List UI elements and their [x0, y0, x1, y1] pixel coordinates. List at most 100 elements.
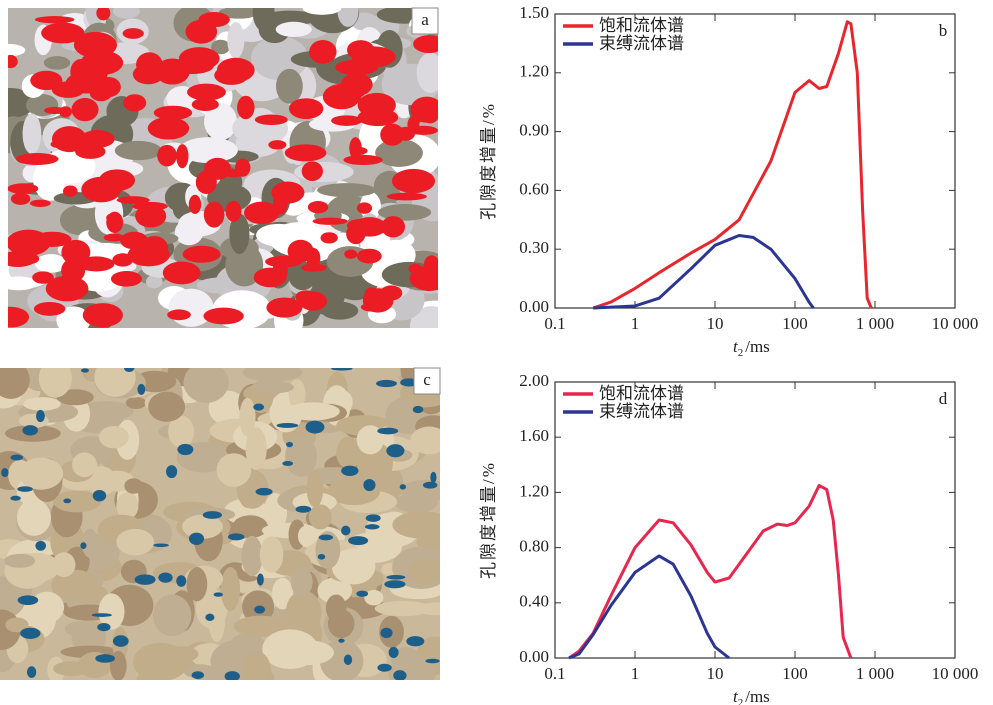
grain [34, 254, 68, 273]
y-tick-label: 0.00 [519, 647, 549, 666]
pore [317, 553, 326, 560]
pore [425, 658, 440, 664]
x-axis-label: t2/ms [733, 687, 770, 705]
panel-label: c [423, 370, 431, 389]
grain [183, 368, 229, 403]
pore [202, 511, 223, 519]
y-axis-label: 孔隙度增量/% [479, 461, 498, 579]
pore [29, 199, 51, 208]
panel-label: a [421, 10, 429, 29]
pore [343, 654, 353, 666]
grain [204, 102, 238, 141]
x-tick-label: 1 [631, 314, 640, 333]
grain [290, 567, 313, 597]
grain [124, 478, 143, 494]
grain [182, 514, 223, 539]
x-tick-label: 10 [707, 314, 724, 333]
pore [123, 94, 147, 112]
pore [364, 287, 380, 301]
pore [44, 106, 66, 115]
grain [317, 577, 353, 604]
pore [92, 489, 107, 502]
grain [29, 591, 65, 624]
grain [8, 43, 26, 57]
pore [331, 368, 353, 371]
grain [16, 499, 51, 536]
pore [136, 52, 163, 77]
grain [336, 436, 362, 469]
pore [71, 97, 99, 122]
grain [38, 368, 72, 398]
grain [116, 492, 139, 520]
grain [364, 589, 384, 606]
pore [312, 217, 348, 225]
y-tick-label: 0.40 [519, 592, 549, 611]
grain [72, 452, 97, 478]
grain [145, 274, 163, 289]
pore [282, 460, 294, 466]
data-line [568, 484, 853, 660]
pore [15, 153, 59, 165]
pore [320, 232, 338, 244]
grain [148, 391, 186, 422]
pore [80, 542, 87, 550]
grain [168, 415, 195, 448]
pore [89, 83, 113, 102]
pore [10, 192, 31, 205]
pore [344, 249, 358, 259]
y-tick-label: 0.00 [519, 297, 549, 316]
x-tick-label: 1 000 [856, 314, 894, 333]
grain [233, 615, 289, 637]
grain [331, 548, 376, 585]
pore [116, 196, 150, 204]
pore [17, 595, 39, 606]
pore [299, 291, 328, 311]
pore [110, 271, 142, 287]
grain [232, 515, 268, 539]
grain [245, 427, 267, 470]
micrograph-c: c [0, 367, 441, 680]
pore [80, 50, 124, 75]
x-axis-label: t2/ms [733, 337, 770, 359]
pore [97, 623, 111, 632]
pore [124, 368, 135, 373]
pore [162, 261, 201, 285]
grain [22, 113, 42, 155]
pore [34, 16, 75, 24]
data-line [568, 554, 731, 660]
grain [280, 640, 334, 666]
pore [10, 495, 21, 501]
data-line [592, 20, 873, 310]
pore [10, 454, 24, 461]
pore [288, 98, 324, 120]
pore [363, 479, 376, 492]
grain [251, 380, 294, 394]
pore [82, 303, 123, 328]
grain [337, 8, 359, 27]
pore [399, 484, 407, 490]
grain [166, 646, 199, 662]
pore [120, 231, 149, 250]
grain [297, 525, 316, 547]
grain [285, 590, 322, 635]
pore [287, 239, 314, 263]
pore [188, 532, 205, 545]
pore [365, 514, 381, 522]
grain [375, 138, 423, 167]
grain [306, 470, 324, 508]
grain [275, 21, 312, 37]
grain [56, 389, 94, 406]
pore [338, 638, 345, 643]
pore [45, 275, 89, 302]
pore [8, 251, 37, 267]
pore [134, 574, 156, 585]
pore [413, 35, 438, 54]
pore [307, 200, 329, 214]
pore [412, 405, 424, 414]
pore [237, 95, 255, 120]
pore [95, 654, 115, 663]
x-tick-label: 1 [631, 664, 640, 683]
pore [177, 443, 194, 456]
pore [380, 123, 405, 146]
